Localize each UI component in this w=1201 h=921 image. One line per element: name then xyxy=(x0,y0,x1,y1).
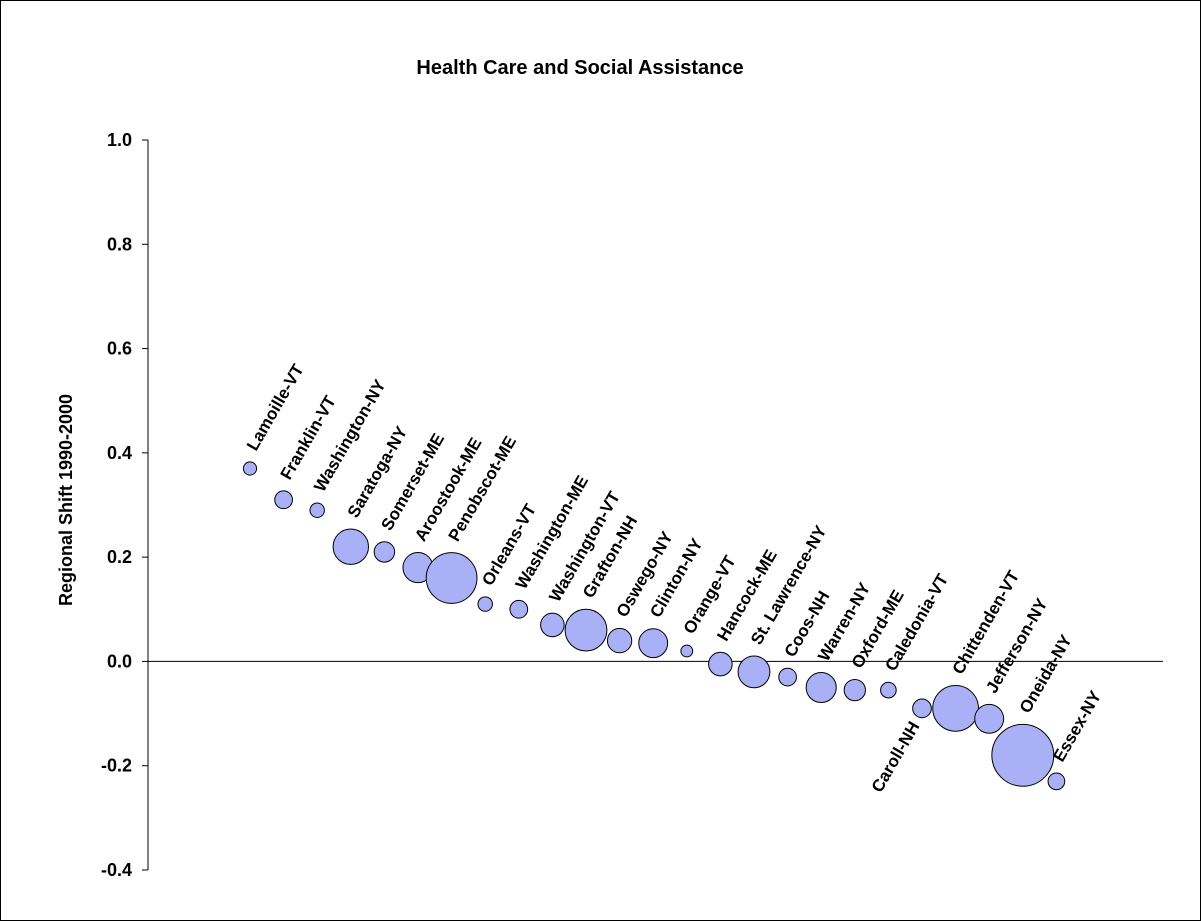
bubble xyxy=(638,628,669,659)
bubble xyxy=(425,552,478,604)
y-tick-label: 0.0 xyxy=(107,651,132,671)
bubble xyxy=(564,608,608,652)
bubble xyxy=(843,678,866,702)
bubble xyxy=(991,723,1055,787)
bubble xyxy=(708,651,733,677)
chart-title: Health Care and Social Assistance xyxy=(416,57,743,79)
bubble xyxy=(778,667,797,687)
point-label: Essex-NY xyxy=(1049,687,1105,765)
y-axis-label: Regional Shift 1990-2000 xyxy=(56,394,76,606)
y-tick-label: 1.0 xyxy=(107,130,132,150)
y-tick-label: 0.8 xyxy=(107,234,132,254)
bubble xyxy=(932,684,979,732)
point-labels: Lamoille-VTFranklin-VTWashington-NYSarat… xyxy=(243,360,1105,795)
bubble xyxy=(805,671,837,704)
bubble xyxy=(477,596,493,612)
bubble xyxy=(540,612,565,638)
bubble xyxy=(737,655,771,689)
bubble xyxy=(1047,772,1066,791)
bubble xyxy=(332,528,370,565)
bubble xyxy=(912,698,932,719)
y-tick-label: -0.2 xyxy=(101,756,132,776)
bubble xyxy=(242,461,258,476)
bubble xyxy=(606,627,633,654)
y-tick-label: 0.2 xyxy=(107,547,132,567)
bubbles xyxy=(242,461,1066,791)
y-tick-label: 0.6 xyxy=(107,339,132,359)
bubble xyxy=(880,681,897,699)
bubble xyxy=(309,502,325,518)
bubble xyxy=(373,541,396,563)
y-tick-label: -0.4 xyxy=(101,860,132,880)
y-tick-label: 0.4 xyxy=(107,443,132,463)
bubble xyxy=(274,490,293,510)
bubble xyxy=(680,644,694,658)
point-label: Caroll-NH xyxy=(868,718,924,795)
axes: 1.0 0.8 0.6 0.4 0.2 0.0 -0.2 -0.4 xyxy=(101,130,1163,880)
bubble xyxy=(974,703,1005,734)
bubble xyxy=(509,599,529,619)
